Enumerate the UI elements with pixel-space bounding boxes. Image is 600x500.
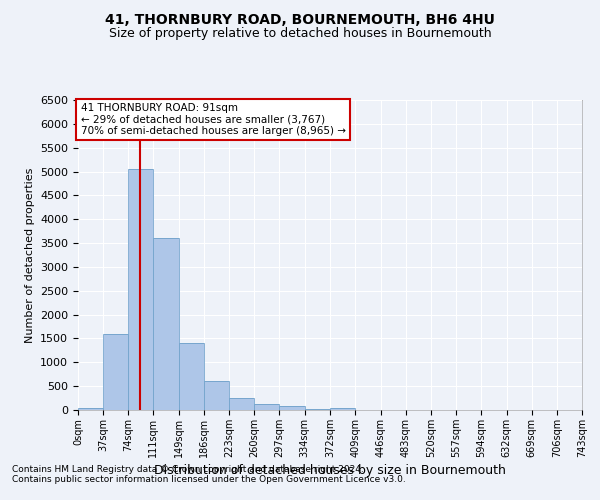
- Bar: [153, 238, 179, 410]
- Bar: [204, 382, 229, 410]
- Text: Contains public sector information licensed under the Open Government Licence v3: Contains public sector information licen…: [12, 476, 406, 484]
- Bar: [204, 382, 229, 410]
- Bar: [331, 408, 355, 410]
- Bar: [229, 398, 254, 410]
- Bar: [280, 406, 305, 410]
- Text: Size of property relative to detached houses in Bournemouth: Size of property relative to detached ho…: [109, 28, 491, 40]
- Text: 41, THORNBURY ROAD, BOURNEMOUTH, BH6 4HU: 41, THORNBURY ROAD, BOURNEMOUTH, BH6 4HU: [105, 12, 495, 26]
- Bar: [305, 408, 331, 410]
- Bar: [254, 404, 280, 410]
- Y-axis label: Number of detached properties: Number of detached properties: [25, 168, 35, 342]
- Text: Contains HM Land Registry data © Crown copyright and database right 2024.: Contains HM Land Registry data © Crown c…: [12, 466, 364, 474]
- Bar: [179, 343, 204, 410]
- Bar: [128, 169, 153, 410]
- Bar: [305, 408, 331, 410]
- Bar: [103, 334, 128, 410]
- Bar: [229, 398, 254, 410]
- X-axis label: Distribution of detached houses by size in Bournemouth: Distribution of detached houses by size …: [154, 464, 506, 477]
- Bar: [78, 408, 103, 410]
- Bar: [128, 169, 153, 410]
- Bar: [103, 334, 128, 410]
- Text: 41 THORNBURY ROAD: 91sqm
← 29% of detached houses are smaller (3,767)
70% of sem: 41 THORNBURY ROAD: 91sqm ← 29% of detach…: [80, 103, 346, 136]
- Bar: [78, 408, 103, 410]
- Bar: [153, 238, 179, 410]
- Bar: [179, 343, 204, 410]
- Bar: [331, 408, 355, 410]
- Bar: [254, 404, 280, 410]
- Bar: [280, 406, 305, 410]
